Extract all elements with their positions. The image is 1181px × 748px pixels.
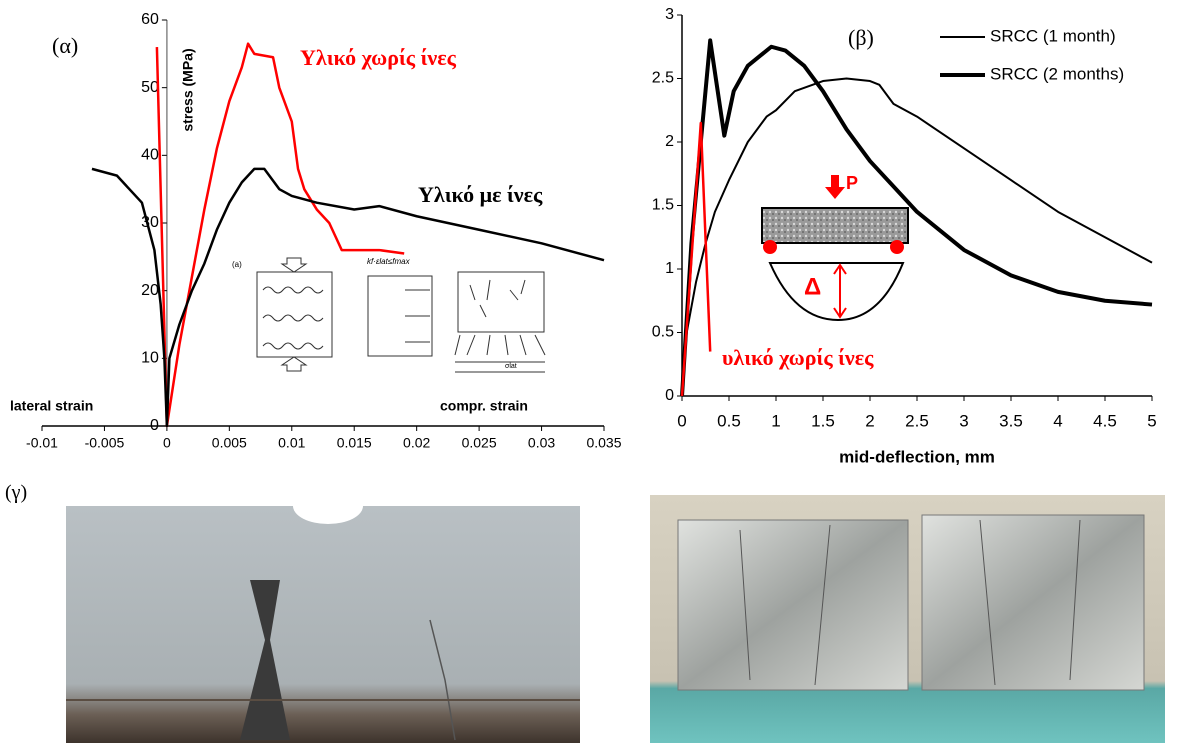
x-tick-label: -0.01 (26, 435, 58, 451)
beam-diagram (762, 175, 908, 320)
y-tick-label: 0 (665, 387, 674, 404)
legend-label: SRCC (2 months) (990, 64, 1124, 83)
x-tick-label: 0.035 (586, 435, 621, 451)
y-tick-label: 1 (665, 260, 674, 277)
y-tick-label: 10 (141, 350, 159, 367)
series-label: Υλικό με ίνες (418, 182, 543, 207)
inset-diagram (257, 258, 545, 372)
x-tick-label: 1.5 (811, 411, 835, 430)
x-tick-label: 0 (677, 411, 686, 430)
x-tick-label: 0.005 (212, 435, 247, 451)
y-tick-label: 3 (665, 6, 674, 23)
annotation: compr. strain (440, 398, 528, 414)
x-tick-label: 3 (959, 411, 968, 430)
photo-blocks (650, 495, 1165, 743)
panel-label: (γ) (5, 482, 27, 504)
annotation: (a) (232, 260, 242, 269)
x-tick-label: 0.03 (528, 435, 555, 451)
x-tick-label: 2 (865, 411, 874, 430)
x-tick-label: 0.01 (278, 435, 305, 451)
photo-beam (66, 488, 580, 743)
y-axis-label: stress (MPa) (180, 48, 196, 131)
x-tick-label: 0.015 (337, 435, 372, 451)
annotation: kf·εlat≤fmax (367, 257, 411, 266)
annotation: Δ (804, 273, 821, 300)
x-tick-label: 3.5 (999, 411, 1023, 430)
x-tick-label: 0.02 (403, 435, 430, 451)
x-tick-label: 0.025 (462, 435, 497, 451)
x-tick-label: -0.005 (85, 435, 125, 451)
x-tick-label: 5 (1147, 411, 1156, 430)
y-tick-label: 0.5 (652, 324, 674, 341)
x-axis-label: mid-deflection, mm (839, 447, 995, 466)
x-tick-label: 4.5 (1093, 411, 1117, 430)
x-tick-label: 4 (1053, 411, 1062, 430)
y-tick-label: 2 (665, 133, 674, 150)
y-tick-label: 2.5 (652, 70, 674, 87)
figure: (γ) 0102030405060-0.01-0.00500.0050.010.… (0, 0, 1181, 743)
annotation: (α) (52, 33, 78, 58)
data-line (682, 40, 1152, 396)
data-line (92, 169, 604, 426)
legend-label: SRCC (1 month) (990, 26, 1116, 45)
series-label: Υλικό χωρίς ίνες (300, 45, 457, 70)
series-label: υλικό χωρίς ίνες (722, 345, 874, 370)
annotation: σlat (505, 363, 517, 370)
x-tick-label: 2.5 (905, 411, 929, 430)
x-tick-label: 1 (771, 411, 780, 430)
y-tick-label: 50 (141, 79, 159, 96)
x-tick-label: 0 (163, 435, 171, 451)
y-tick-label: 20 (141, 282, 159, 299)
annotation: (β) (848, 25, 874, 50)
y-tick-label: 40 (141, 147, 159, 164)
annotation: lateral strain (10, 398, 93, 414)
x-tick-label: 0.5 (717, 411, 741, 430)
y-tick-label: 60 (141, 11, 159, 28)
annotation: P (846, 173, 858, 193)
y-tick-label: 1.5 (652, 197, 674, 214)
page: (γ) 0102030405060-0.01-0.00500.0050.010.… (0, 0, 1181, 748)
